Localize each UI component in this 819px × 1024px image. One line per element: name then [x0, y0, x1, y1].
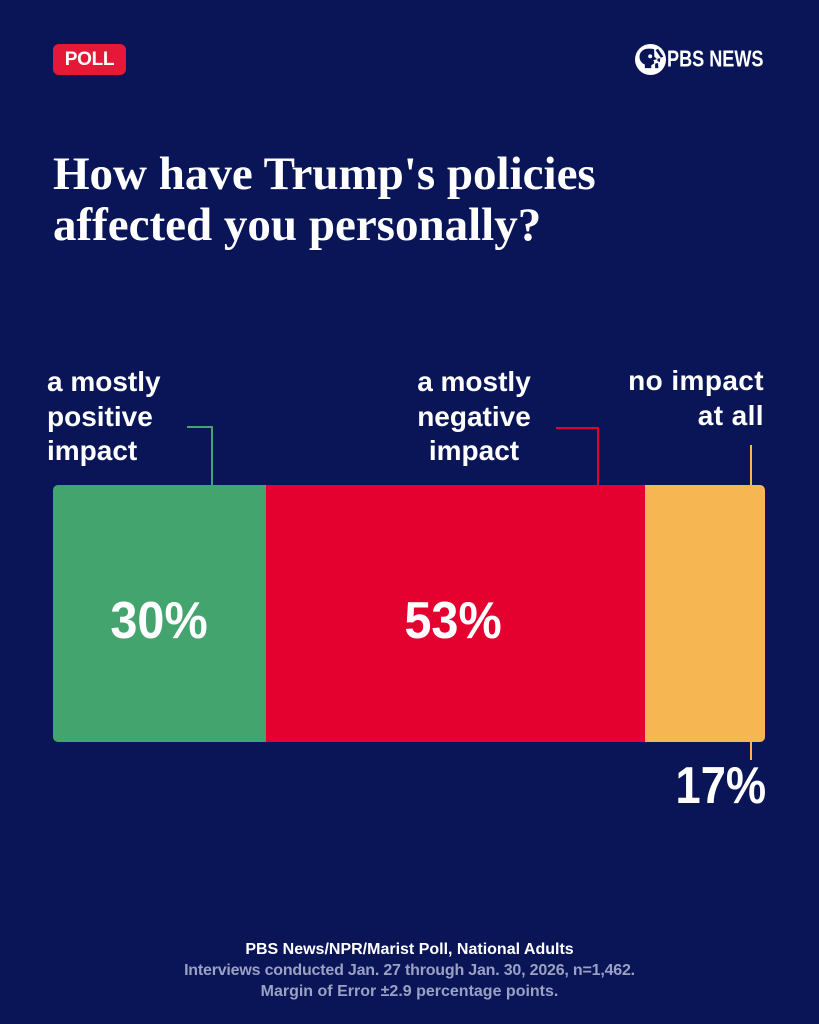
svg-text:PBS NEWS: PBS NEWS	[667, 46, 764, 72]
